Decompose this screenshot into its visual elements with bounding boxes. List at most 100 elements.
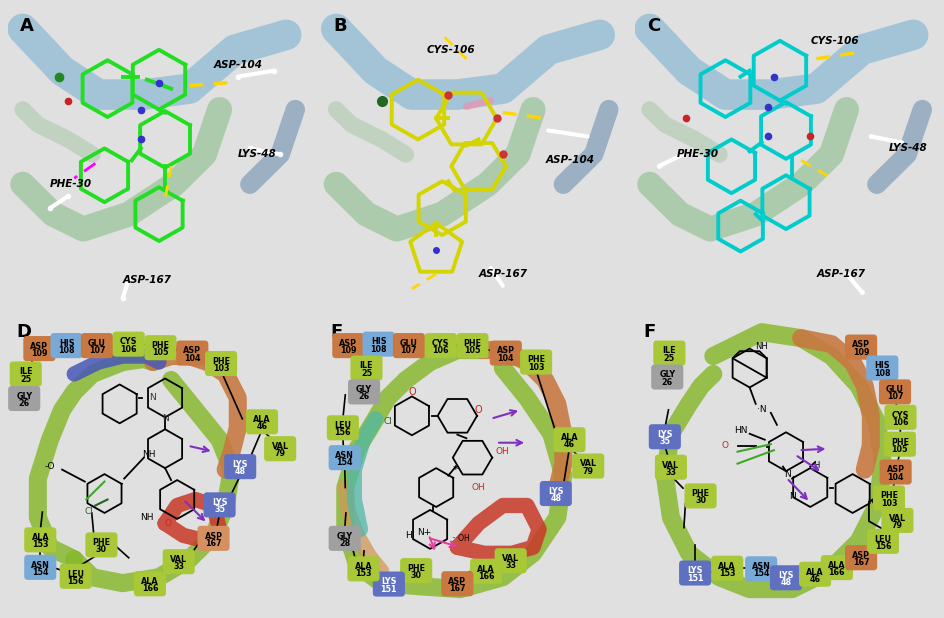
- Text: LYS: LYS: [656, 430, 672, 439]
- FancyBboxPatch shape: [683, 483, 716, 509]
- Text: NH: NH: [754, 342, 767, 350]
- FancyBboxPatch shape: [769, 565, 801, 590]
- FancyBboxPatch shape: [519, 350, 551, 375]
- Text: GLY: GLY: [356, 385, 372, 394]
- Text: 46: 46: [809, 575, 819, 584]
- Text: ASN: ASN: [31, 561, 50, 570]
- FancyBboxPatch shape: [362, 332, 395, 357]
- Text: ASP-167: ASP-167: [123, 275, 172, 285]
- Text: ASN: ASN: [750, 562, 769, 571]
- Text: 104: 104: [497, 353, 514, 363]
- Text: 48: 48: [549, 494, 561, 503]
- Text: 35: 35: [214, 506, 225, 514]
- Text: LEU: LEU: [67, 570, 84, 578]
- FancyBboxPatch shape: [245, 409, 278, 434]
- Text: N+: N+: [416, 528, 430, 537]
- Text: N: N: [784, 470, 790, 478]
- Text: 46: 46: [256, 422, 267, 431]
- FancyBboxPatch shape: [197, 526, 229, 551]
- FancyBboxPatch shape: [650, 365, 683, 389]
- FancyBboxPatch shape: [177, 341, 209, 366]
- Text: 151: 151: [686, 574, 702, 583]
- Text: A: A: [20, 17, 34, 35]
- FancyBboxPatch shape: [866, 355, 898, 381]
- Text: VAL: VAL: [170, 555, 187, 564]
- Text: 30: 30: [695, 496, 705, 506]
- Text: ···OH: ···OH: [450, 534, 469, 543]
- Text: VAL: VAL: [271, 442, 289, 451]
- Text: LYS-48: LYS-48: [888, 143, 927, 153]
- FancyBboxPatch shape: [81, 333, 113, 358]
- Text: ASP: ASP: [851, 551, 869, 560]
- Text: CYS-106: CYS-106: [427, 44, 475, 55]
- Text: PHE: PHE: [151, 341, 169, 350]
- FancyBboxPatch shape: [25, 527, 57, 552]
- Text: 106: 106: [432, 346, 448, 355]
- Text: 48: 48: [780, 578, 791, 587]
- Text: 167: 167: [448, 584, 465, 593]
- Text: F: F: [643, 323, 655, 341]
- Text: 156: 156: [334, 428, 351, 438]
- Text: LYS: LYS: [211, 498, 228, 507]
- Text: 26: 26: [358, 392, 369, 402]
- FancyBboxPatch shape: [881, 508, 913, 533]
- FancyBboxPatch shape: [8, 386, 41, 411]
- Text: O: O: [474, 405, 481, 415]
- Text: 166: 166: [828, 568, 844, 577]
- Text: ALA: ALA: [805, 567, 823, 577]
- Text: 108: 108: [370, 345, 386, 353]
- FancyBboxPatch shape: [329, 526, 361, 551]
- FancyBboxPatch shape: [866, 529, 898, 554]
- Text: PHE: PHE: [890, 438, 908, 447]
- FancyBboxPatch shape: [744, 556, 776, 582]
- Text: PHE: PHE: [407, 564, 425, 573]
- Text: 25: 25: [20, 375, 31, 384]
- FancyBboxPatch shape: [9, 362, 42, 386]
- Text: ASP: ASP: [447, 577, 465, 586]
- Text: ASP: ASP: [851, 341, 869, 349]
- Text: 109: 109: [31, 349, 47, 358]
- FancyBboxPatch shape: [456, 333, 488, 358]
- FancyBboxPatch shape: [203, 493, 235, 517]
- Text: NH: NH: [140, 513, 154, 522]
- Text: ASP: ASP: [204, 531, 222, 541]
- Text: CYS: CYS: [431, 339, 449, 348]
- Text: 105: 105: [891, 445, 907, 454]
- Text: 105: 105: [464, 346, 480, 355]
- Text: OH: OH: [471, 483, 485, 492]
- Text: 106: 106: [120, 345, 137, 353]
- Text: 167: 167: [205, 539, 222, 548]
- Text: 30: 30: [96, 546, 107, 554]
- Text: PHE: PHE: [211, 357, 229, 366]
- Text: ALA: ALA: [717, 562, 735, 570]
- Text: VAL: VAL: [501, 554, 518, 563]
- FancyBboxPatch shape: [347, 556, 379, 582]
- Text: 166: 166: [142, 584, 158, 593]
- Text: ILE: ILE: [19, 367, 32, 376]
- FancyBboxPatch shape: [799, 562, 830, 586]
- FancyBboxPatch shape: [494, 548, 526, 574]
- Text: 104: 104: [886, 473, 902, 481]
- Text: 153: 153: [718, 569, 734, 578]
- FancyBboxPatch shape: [399, 558, 431, 583]
- FancyBboxPatch shape: [347, 379, 379, 404]
- Text: 151: 151: [380, 585, 396, 594]
- Text: PHE: PHE: [93, 538, 110, 548]
- Text: ASP-104: ASP-104: [545, 155, 594, 166]
- Text: ILE: ILE: [662, 347, 675, 355]
- Text: O: O: [721, 441, 728, 451]
- Text: OH: OH: [496, 447, 509, 456]
- Text: Cl: Cl: [383, 417, 392, 426]
- Text: 28: 28: [339, 539, 350, 548]
- Text: 26: 26: [661, 378, 672, 386]
- Text: PHE: PHE: [691, 489, 709, 498]
- Text: 33: 33: [665, 468, 676, 476]
- Text: 25: 25: [361, 368, 372, 378]
- Text: ALA: ALA: [141, 577, 159, 586]
- Text: ASP: ASP: [885, 465, 903, 475]
- Text: 107: 107: [89, 346, 105, 355]
- Text: 109: 109: [340, 346, 356, 355]
- Text: ALA: ALA: [827, 561, 845, 570]
- Text: ASP: ASP: [339, 339, 357, 348]
- FancyBboxPatch shape: [883, 431, 915, 457]
